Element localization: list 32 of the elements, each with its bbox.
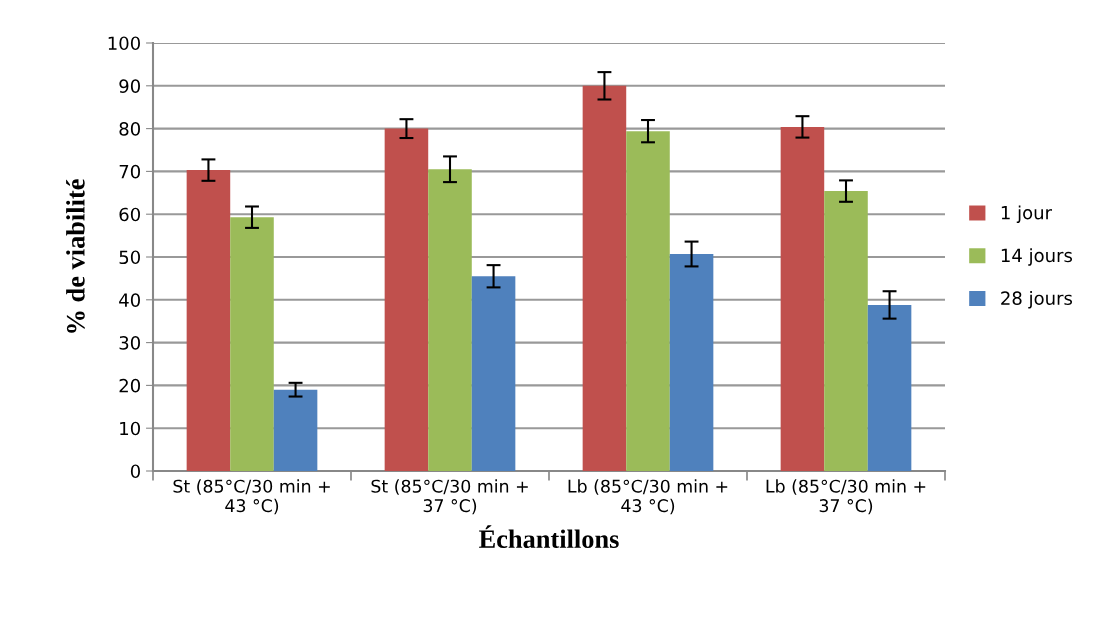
y-tick-label: 90 [119, 79, 140, 93]
bar [824, 191, 868, 471]
y-tick-label: 50 [119, 250, 140, 265]
legend-label: 14 jours [1001, 248, 1073, 266]
bar [384, 128, 429, 471]
bar [230, 217, 274, 471]
x-tick-label: St (85°C/30 min + 43 °C) [173, 479, 330, 515]
y-tick-label: 0 [130, 464, 140, 479]
y-tick-label: 70 [119, 164, 140, 179]
legend-label: 28 jours [1001, 291, 1073, 309]
x-tick-label: St (85°C/30 min + 37 °C) [371, 479, 528, 515]
y-tick-label: 100 [108, 36, 140, 51]
bar [582, 85, 627, 471]
bar [186, 170, 231, 471]
x-tick-label: Lb (85°C/30 min + 43 °C) [568, 479, 728, 515]
bar [428, 169, 472, 471]
bar [867, 304, 912, 471]
bar [471, 276, 516, 471]
x-tick-label: Lb (85°C/30 min + 37 °C) [766, 479, 926, 515]
y-tick-label: 10 [120, 421, 140, 436]
y-axis-title: % de viabilité [66, 179, 85, 333]
y-tick-label: 40 [119, 293, 140, 307]
x-axis-title: Échantillons [479, 525, 619, 549]
bar [626, 131, 670, 471]
bar [669, 254, 714, 471]
y-tick-label: 30 [119, 336, 140, 350]
bar [780, 126, 825, 471]
y-tick-label: 20 [119, 378, 140, 393]
y-tick-label: 80 [119, 122, 140, 136]
legend-label: 1 jour [1001, 205, 1053, 223]
y-tick-label: 60 [119, 207, 140, 222]
bar [273, 389, 318, 471]
